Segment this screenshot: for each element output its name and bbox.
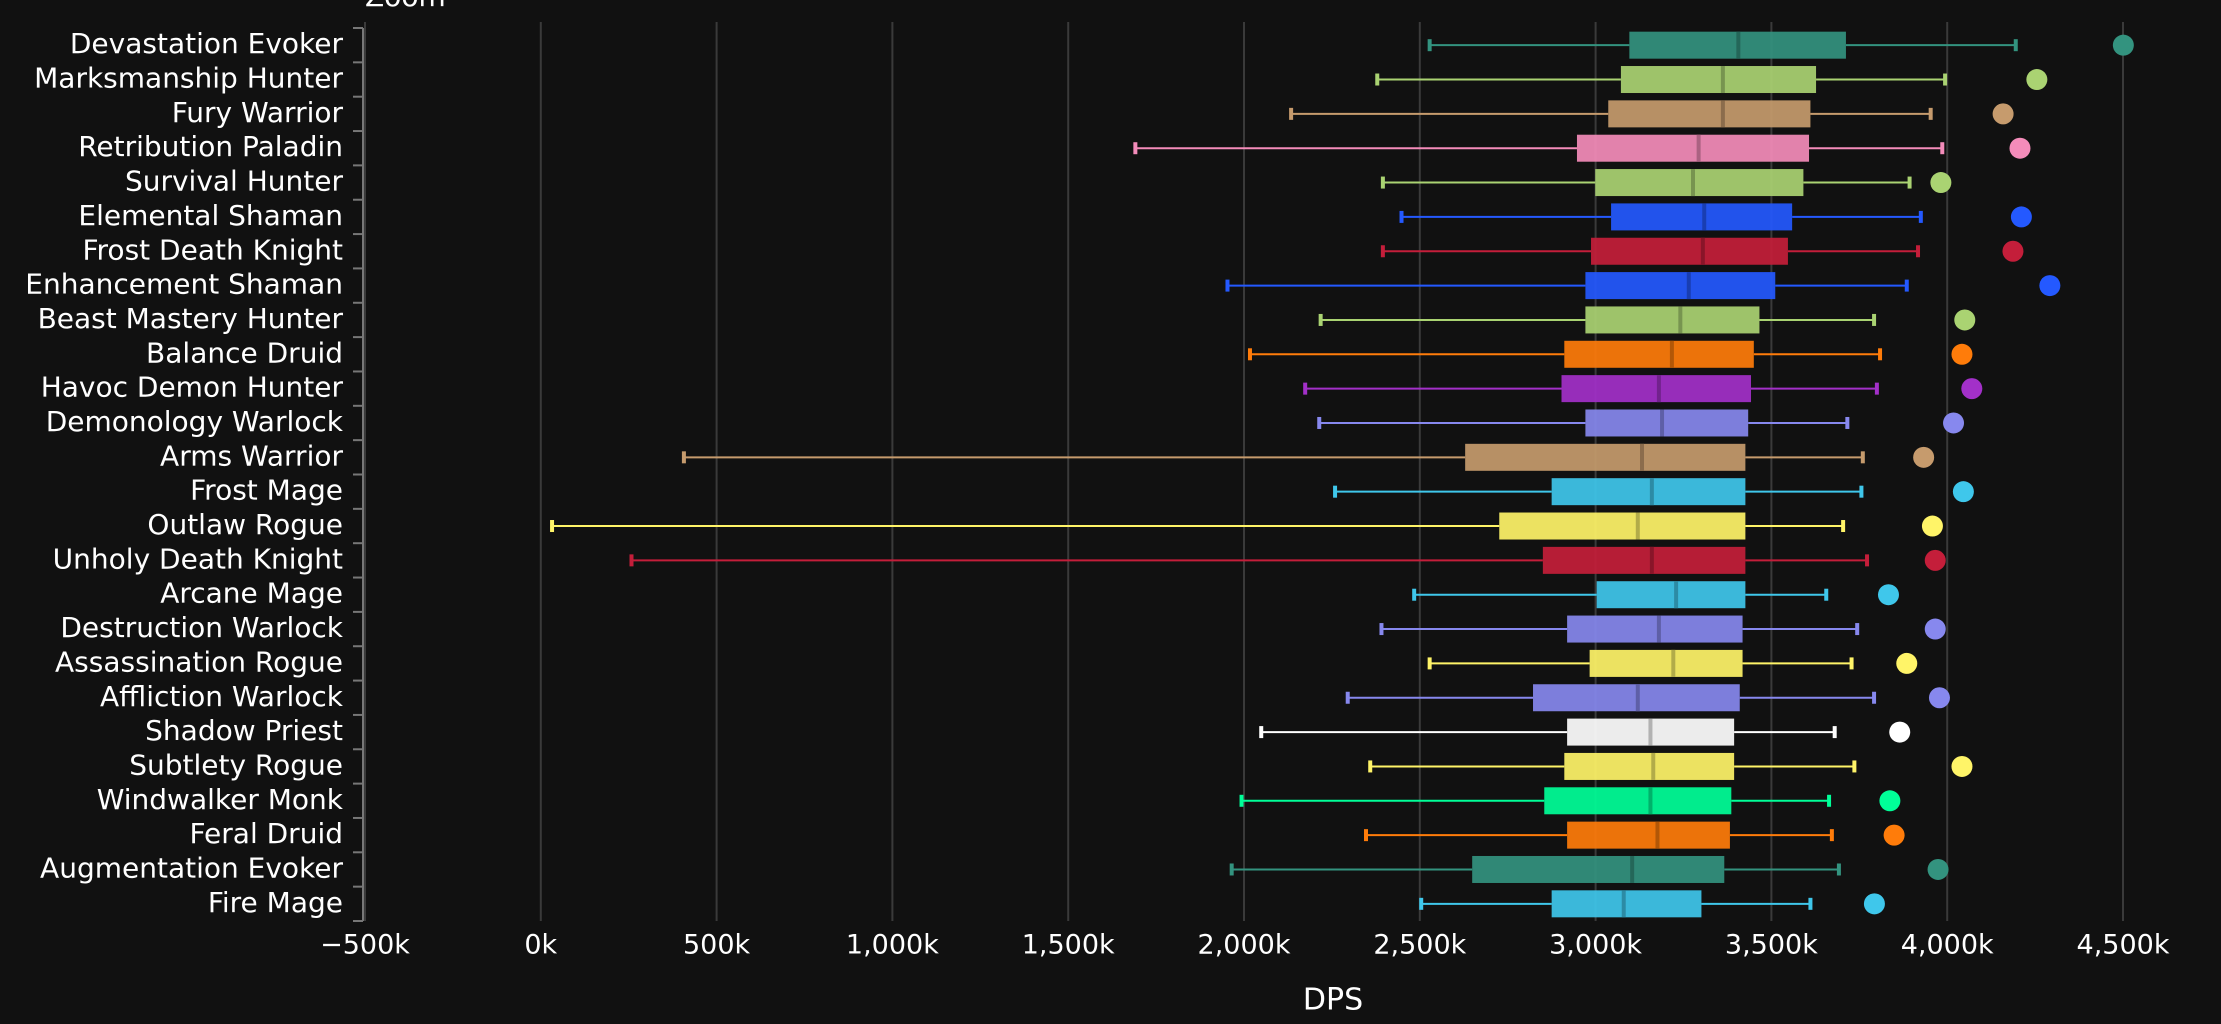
point [1924,549,1946,571]
x-tick-label: 3,500k [1725,930,1818,961]
category-label: Enhancement Shaman [25,268,343,301]
point [1952,481,1974,503]
box [1620,66,1817,94]
category-label: Shadow Priest [145,714,343,747]
category-label: Arcane Mage [160,577,343,610]
point [1913,446,1935,468]
point [1889,721,1911,743]
point [1943,412,1965,434]
category-label: Arms Warrior [160,439,343,472]
category-label: Assassination Rogue [55,645,343,678]
point [1883,824,1905,846]
category-label: Havoc Demon Hunter [41,371,344,404]
category-label: Frost Mage [190,474,343,507]
x-axis-title: DPS [1303,983,1363,1018]
point [2010,206,2032,228]
box [1544,787,1732,815]
box [1499,512,1746,540]
category-label: Elemental Shaman [78,199,343,232]
box [1567,821,1730,849]
box [1608,100,1811,128]
point [1954,309,1976,331]
box [1589,649,1743,677]
box [1465,443,1746,471]
x-tick-label: 4,500k [2077,930,2170,961]
box [1596,581,1746,609]
category-label: Survival Hunter [125,165,344,198]
x-tick-label: 2,500k [1373,930,1466,961]
category-label: Windwalker Monk [97,783,344,816]
category-label: Feral Druid [189,817,343,850]
box [1561,375,1752,403]
category-label: Balance Druid [146,336,343,369]
x-tick-label: 2,000k [1198,930,1291,961]
category-label: Beast Mastery Hunter [38,302,344,335]
box [1472,855,1725,883]
x-tick-label: 1,000k [846,930,939,961]
point [2026,69,2048,91]
point [1951,755,1973,777]
point [1951,343,1973,365]
point [1930,172,1952,194]
category-label: Affliction Warlock [100,680,344,713]
point [2112,34,2134,56]
x-tick-label: 0k [524,930,557,961]
box [1591,237,1788,265]
box [1611,203,1793,231]
box [1551,478,1746,506]
box [1576,134,1810,162]
x-tick-label: 500k [683,930,751,961]
point [2039,275,2061,297]
point [1877,584,1899,606]
category-label: Augmentation Evoker [40,851,343,884]
point [1992,103,2014,125]
box [1567,615,1743,643]
point [1927,858,1949,880]
zoom-label: Zoom [365,0,446,13]
x-tick-label: −500k [320,930,410,961]
category-label: Fire Mage [208,886,343,919]
box [1585,272,1776,300]
point [1961,378,1983,400]
box [1542,546,1746,574]
box [1564,752,1735,780]
x-tick-label: 1,500k [1022,930,1115,961]
point [1896,652,1918,674]
point [1879,790,1901,812]
box [1551,890,1702,918]
box [1595,169,1804,197]
point [1921,515,1943,537]
box [1564,340,1754,368]
category-label: Retribution Paladin [78,130,343,163]
x-tick-label: 3,000k [1549,930,1642,961]
category-label: Marksmanship Hunter [34,62,343,95]
category-label: Fury Warrior [172,96,344,129]
category-label: Demonology Warlock [46,405,344,438]
category-label: Subtlety Rogue [129,748,343,781]
box [1585,306,1760,334]
category-label: Outlaw Rogue [147,508,343,541]
point [1863,893,1885,915]
category-label: Frost Death Knight [82,233,343,266]
point [1924,618,1946,640]
category-label: Destruction Warlock [60,611,343,644]
box [1585,409,1749,437]
category-label: Unholy Death Knight [53,542,343,575]
point [2009,137,2031,159]
point [1928,687,1950,709]
x-tick-label: 4,000k [1901,930,1994,961]
category-label: Devastation Evoker [70,27,344,60]
point [2002,240,2024,262]
